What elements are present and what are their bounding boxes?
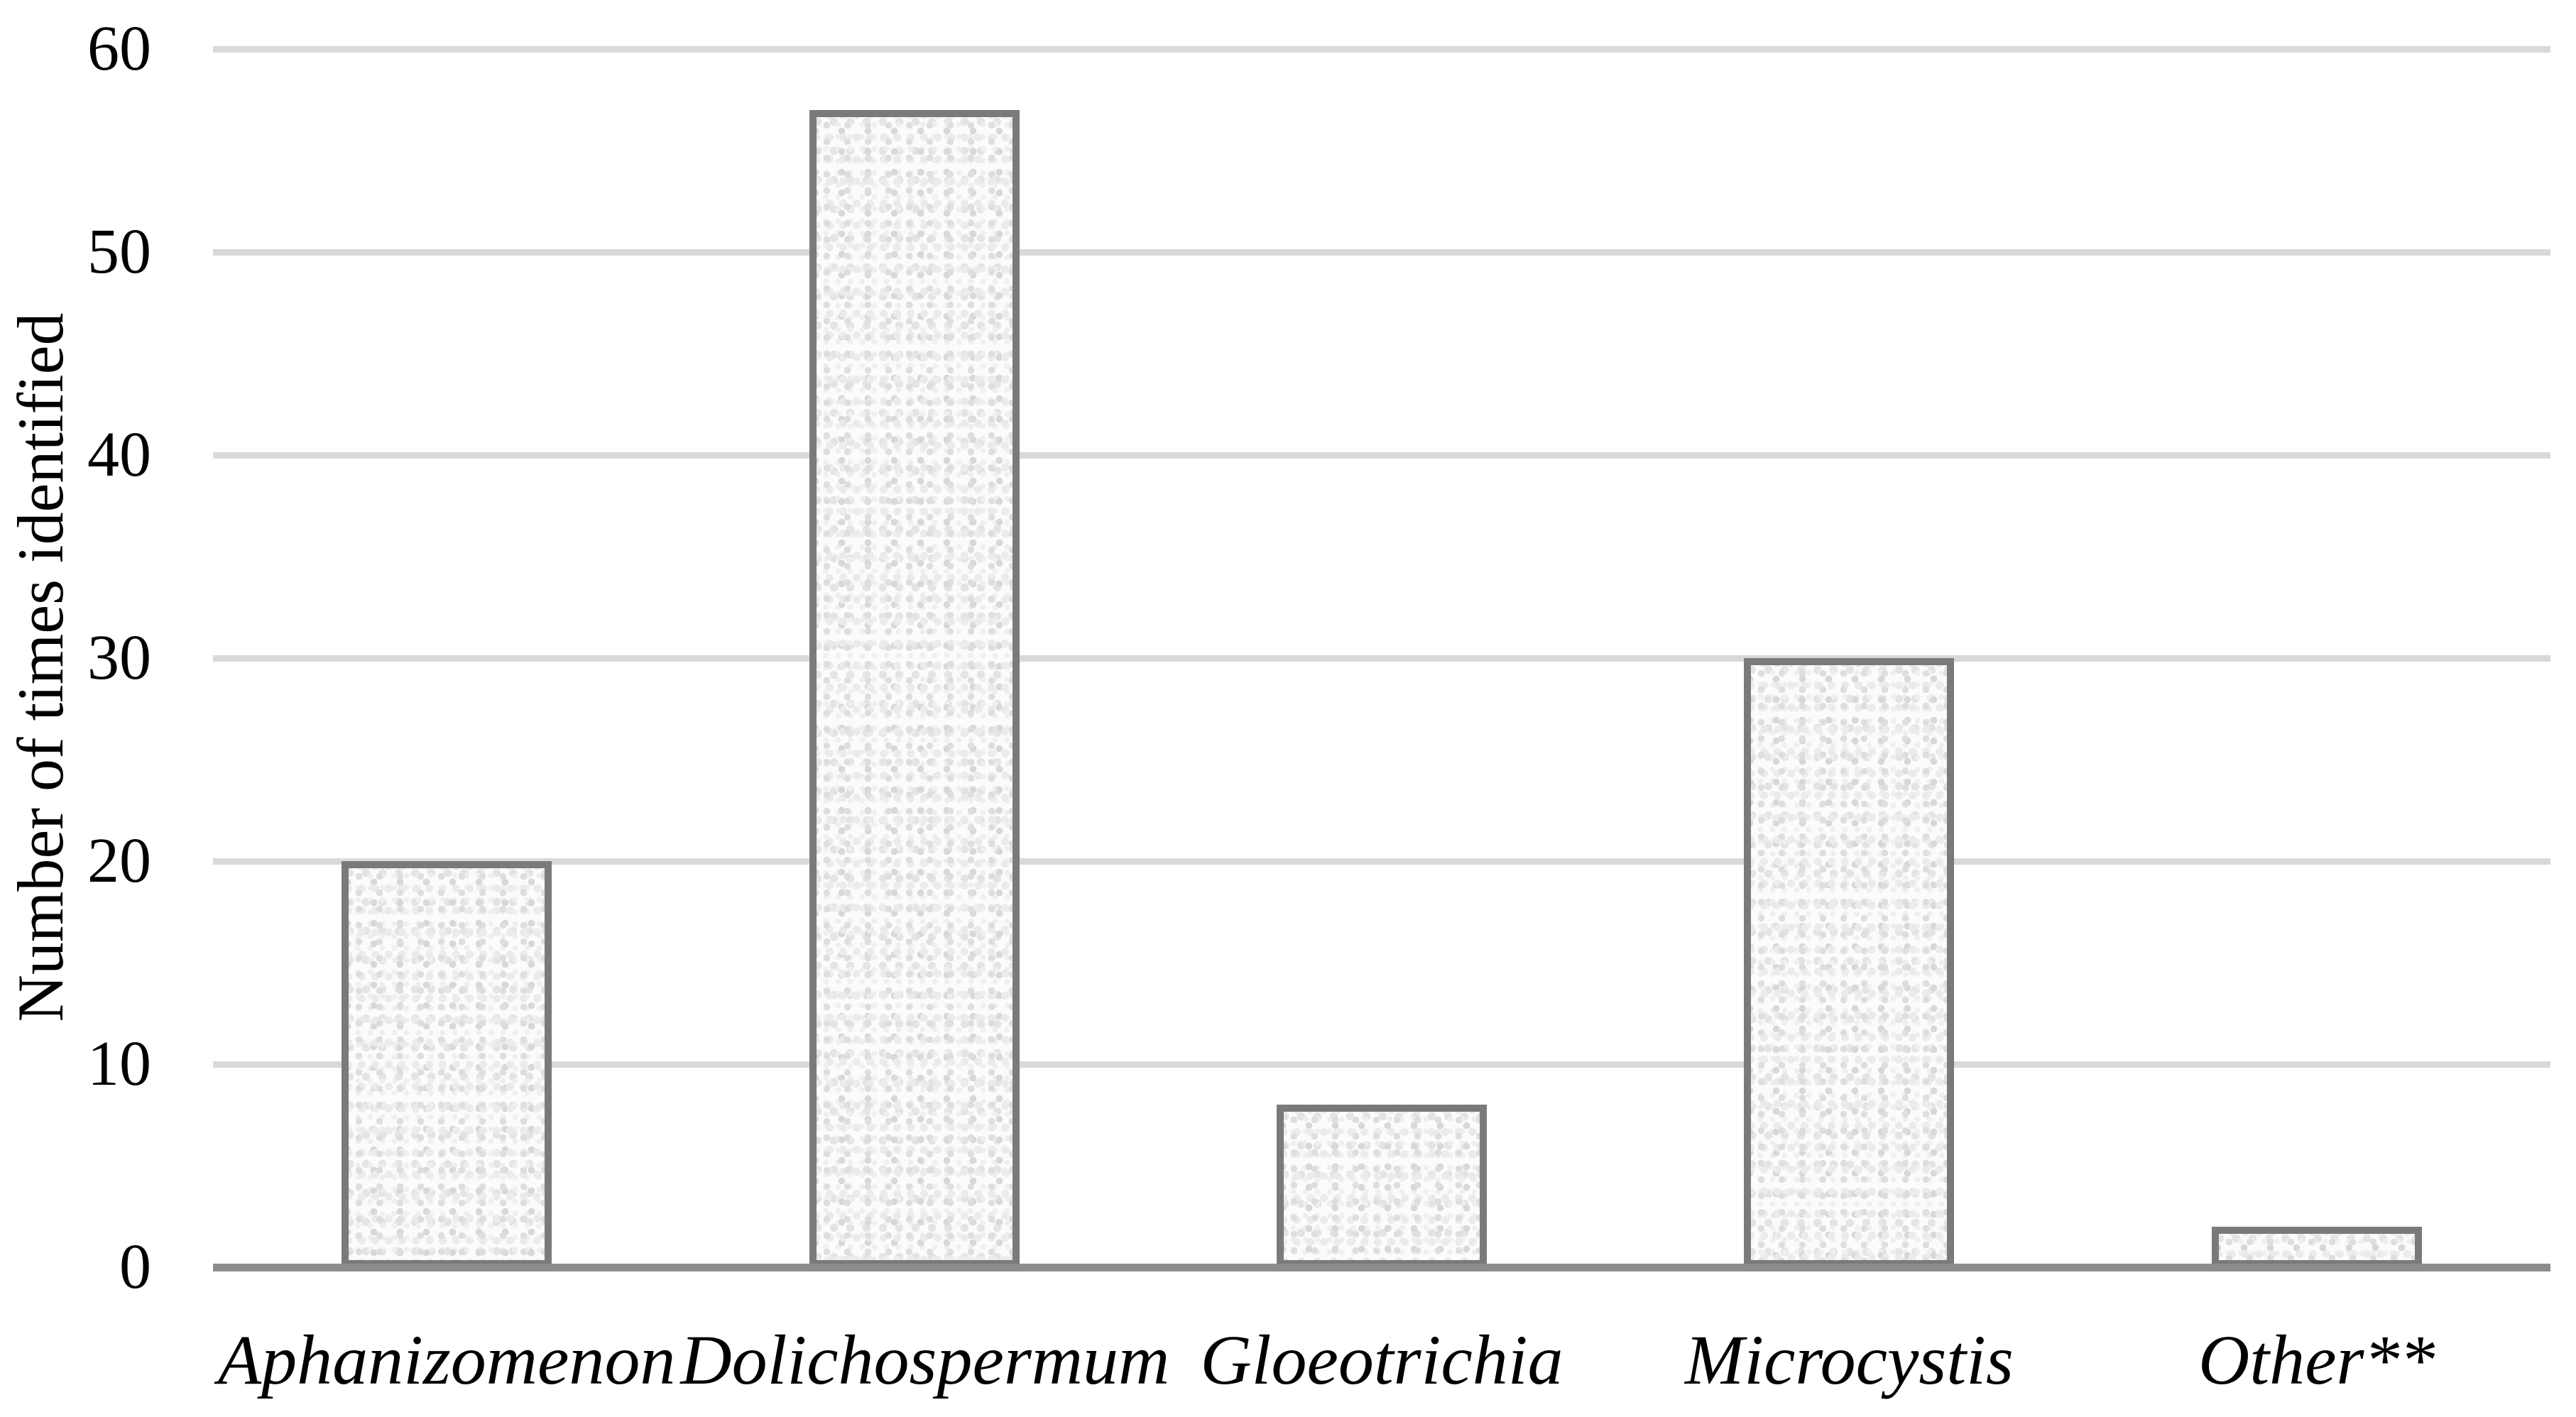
bar-aphanizomenon — [342, 861, 552, 1267]
gridline-30 — [213, 655, 2550, 662]
bar-gloeotrichia — [1277, 1105, 1487, 1267]
bar-chart: Number of times identified 0 10 20 30 40 50 60… — [4, 13, 2550, 1399]
y-tick-label-0: 0 — [119, 1232, 151, 1302]
y-tick-label-50: 50 — [87, 217, 151, 287]
x-category-label-other: Other** — [2198, 1320, 2435, 1399]
x-category-label-microcystis: Microcystis — [1684, 1320, 2014, 1399]
y-tick-label-60: 60 — [87, 13, 151, 84]
gridline-40 — [213, 452, 2550, 459]
x-category-label-dolichospermum: Dolichospermum — [680, 1320, 1170, 1399]
gridline-20 — [213, 858, 2550, 865]
bar-dolichospermum — [809, 109, 1020, 1267]
y-tick-label-40: 40 — [87, 420, 151, 490]
x-category-label-aphanizomenon: Aphanizomenon — [218, 1320, 676, 1399]
bar-other — [2211, 1226, 2422, 1267]
gridline-60 — [213, 45, 2550, 53]
x-category-label-gloeotrichia: Gloeotrichia — [1200, 1320, 1563, 1399]
gridline-50 — [213, 248, 2550, 256]
gridline-10 — [213, 1061, 2550, 1068]
bar-microcystis — [1744, 658, 1955, 1267]
y-tick-label-20: 20 — [87, 826, 151, 896]
x-axis-line — [213, 1264, 2550, 1271]
y-tick-label-30: 30 — [87, 623, 151, 693]
y-tick-label-10: 10 — [87, 1029, 151, 1099]
